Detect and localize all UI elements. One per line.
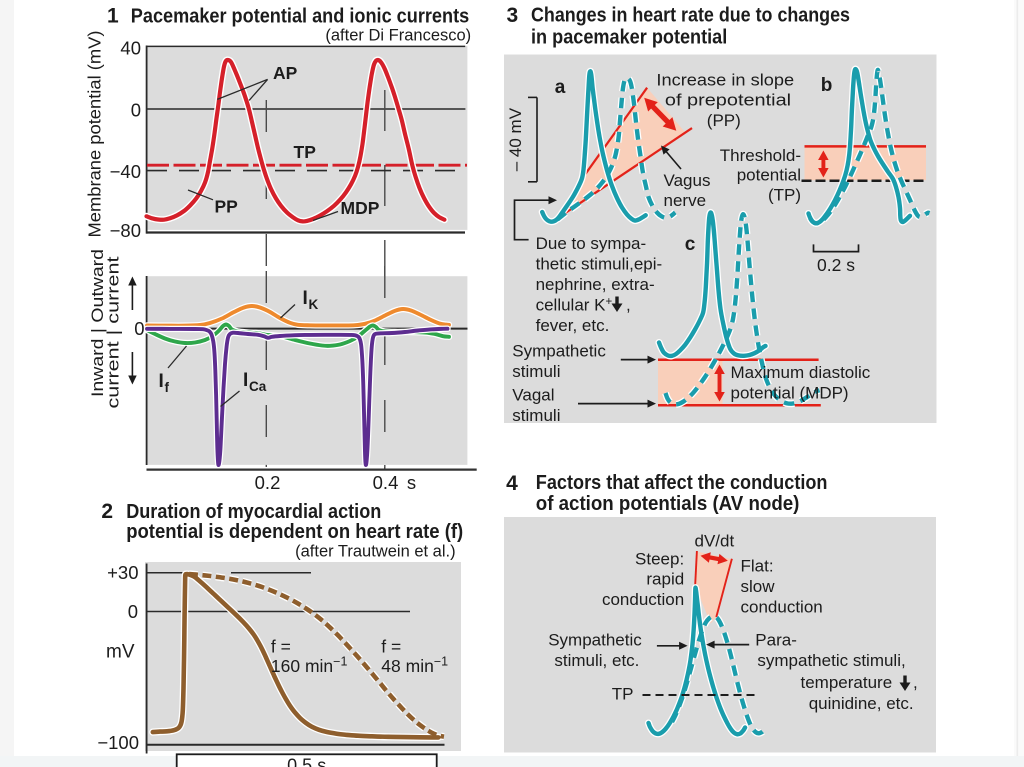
svg-text:2: 2: [101, 500, 113, 523]
svg-text:K: K: [309, 297, 319, 312]
svg-text:c: c: [685, 234, 696, 255]
svg-text:4: 4: [506, 472, 518, 495]
svg-text:(after Di Francesco): (after Di Francesco): [325, 27, 471, 45]
svg-text:I: I: [243, 370, 248, 391]
svg-text:0.2: 0.2: [255, 472, 281, 493]
svg-text:0.4: 0.4: [373, 472, 399, 493]
svg-text:Para-: Para-: [755, 631, 797, 650]
svg-text:−100: −100: [97, 732, 139, 753]
svg-text:Pacemaker potential and ionic: Pacemaker potential and ionic currents: [131, 5, 469, 28]
svg-text:,: ,: [913, 673, 918, 692]
svg-text:0: 0: [128, 601, 138, 622]
svg-text:TP: TP: [612, 685, 634, 704]
svg-text:b: b: [821, 75, 833, 96]
svg-text:+30: +30: [107, 562, 138, 583]
svg-text:conduction: conduction: [741, 598, 823, 617]
svg-text:Steep:: Steep:: [635, 550, 684, 569]
svg-text:MDP: MDP: [341, 198, 380, 218]
svg-text:I: I: [303, 288, 308, 309]
svg-text:of prepotential: of prepotential: [665, 91, 791, 110]
svg-text:quinidine, etc.: quinidine, etc.: [809, 694, 914, 713]
svg-text:Threshold-: Threshold-: [720, 146, 801, 165]
svg-text:a: a: [555, 77, 566, 98]
svg-text:Vagus: Vagus: [664, 171, 711, 190]
svg-text:potential: potential: [737, 166, 801, 185]
svg-text:160 min−1: 160 min−1: [271, 655, 348, 677]
svg-text:potential is dependent on hear: potential is dependent on heart rate (f): [126, 520, 463, 543]
svg-text:conduction: conduction: [602, 590, 684, 609]
svg-text:Increase in slope: Increase in slope: [656, 71, 794, 90]
svg-text:of action potentials (AV node): of action potentials (AV node): [536, 492, 800, 515]
svg-text:40: 40: [120, 38, 141, 59]
svg-text:0.5 s: 0.5 s: [287, 756, 326, 767]
svg-text:stimuli: stimuli: [512, 406, 560, 425]
svg-text:dV/dt: dV/dt: [695, 532, 735, 551]
svg-text:Sympathetic: Sympathetic: [512, 342, 606, 361]
svg-text:(TP): (TP): [768, 186, 801, 205]
svg-text:current | current: current | current: [104, 256, 123, 408]
svg-text:– 40 mV: – 40 mV: [506, 107, 525, 171]
svg-text:temperature: temperature: [801, 673, 893, 692]
svg-text:,: ,: [626, 296, 631, 315]
svg-text:sympathetic stimuli,: sympathetic stimuli,: [757, 651, 905, 670]
svg-text:0: 0: [131, 100, 141, 121]
svg-text:TP: TP: [294, 142, 317, 162]
svg-text:3: 3: [507, 4, 519, 27]
svg-text:Duration of myocardial action: Duration of myocardial action: [126, 500, 381, 523]
svg-text:48 min−1: 48 min−1: [381, 655, 448, 677]
svg-text:(PP): (PP): [707, 111, 741, 130]
svg-text:Maximum diastolic: Maximum diastolic: [731, 363, 871, 382]
svg-text:−40: −40: [110, 161, 141, 182]
svg-text:f =: f =: [271, 637, 291, 657]
svg-text:f =: f =: [381, 637, 401, 657]
svg-text:stimuli, etc.: stimuli, etc.: [554, 651, 639, 670]
svg-text:potential (MDP): potential (MDP): [731, 384, 849, 403]
svg-text:rapid: rapid: [646, 570, 684, 589]
svg-text:0: 0: [134, 318, 144, 339]
svg-text:Inward | Outward: Inward | Outward: [88, 249, 107, 397]
svg-text:Sympathetic: Sympathetic: [548, 631, 642, 650]
svg-text:Changes in heart rate due to c: Changes in heart rate due to changes: [531, 4, 850, 27]
svg-text:Due to sympa-: Due to sympa-: [536, 234, 647, 253]
svg-text:s: s: [407, 472, 416, 493]
svg-text:Membrane potential (mV): Membrane potential (mV): [84, 30, 104, 237]
svg-text:(after Trautwein et al.): (after Trautwein et al.): [295, 543, 455, 561]
svg-text:slow: slow: [741, 577, 776, 596]
svg-text:Flat:: Flat:: [741, 557, 774, 576]
svg-text:nephrine, extra-: nephrine, extra-: [536, 275, 655, 294]
svg-text:thetic stimuli,epi-: thetic stimuli,epi-: [536, 255, 663, 274]
svg-text:AP: AP: [273, 63, 298, 83]
svg-text:−80: −80: [110, 220, 141, 241]
svg-text:1: 1: [107, 5, 119, 28]
svg-text:0.2 s: 0.2 s: [817, 255, 855, 275]
svg-text:mV: mV: [106, 642, 135, 663]
svg-text:Vagal: Vagal: [512, 386, 554, 405]
svg-text:I: I: [159, 371, 164, 392]
svg-text:cellular K+: cellular K+: [536, 296, 613, 315]
svg-text:stimuli: stimuli: [512, 362, 560, 381]
svg-text:fever, etc.: fever, etc.: [536, 316, 610, 335]
svg-text:PP: PP: [215, 197, 239, 217]
svg-text:Ca: Ca: [249, 379, 267, 394]
svg-text:Factors that affect the conduc: Factors that affect the conduction: [536, 471, 828, 494]
svg-text:nerve: nerve: [664, 191, 707, 210]
svg-text:f: f: [165, 380, 170, 395]
svg-text:in pacemaker potential: in pacemaker potential: [531, 26, 727, 49]
